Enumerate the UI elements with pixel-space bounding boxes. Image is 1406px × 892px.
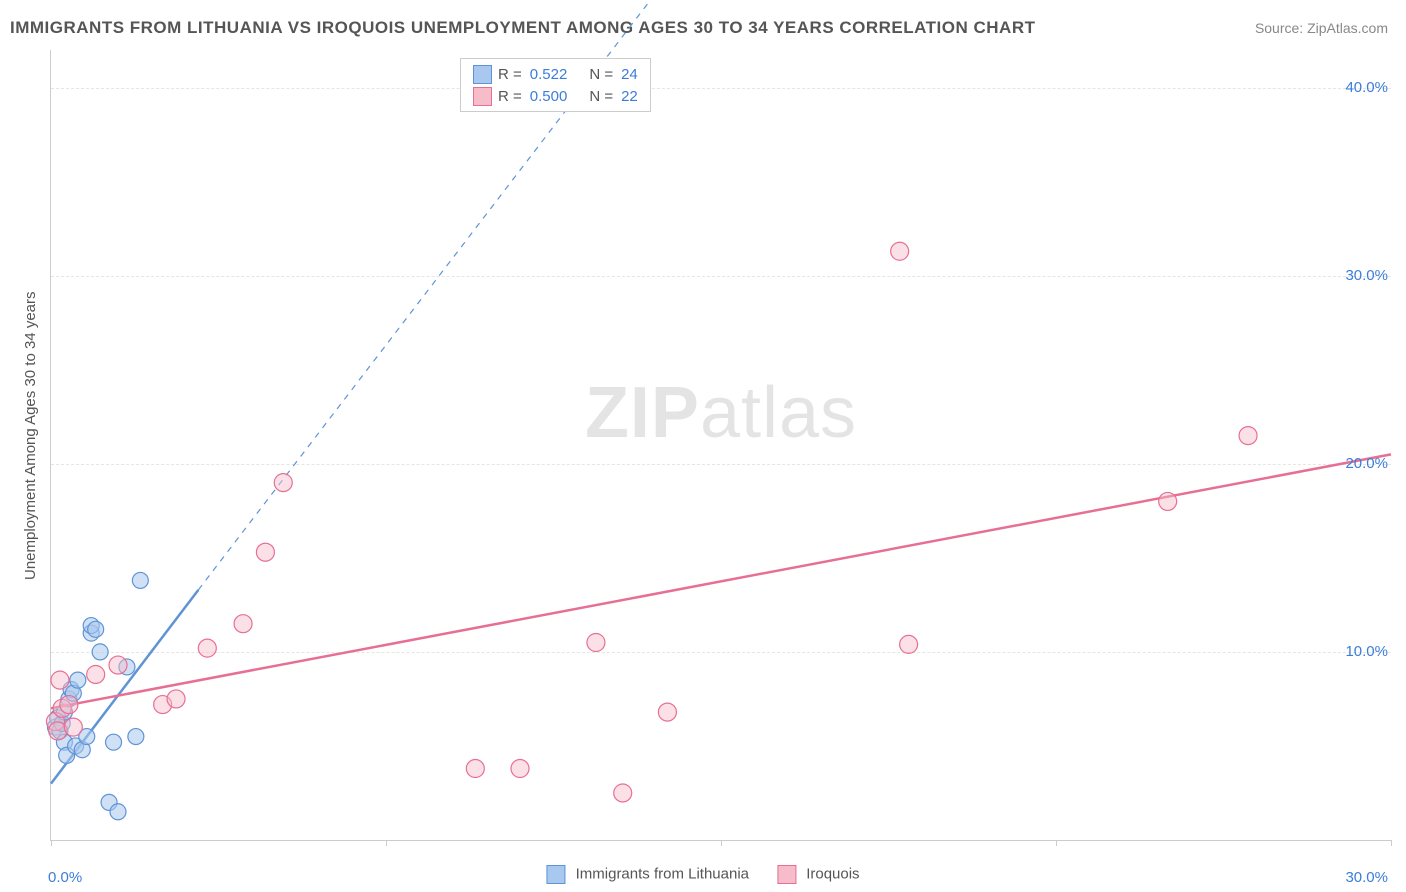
data-point xyxy=(891,242,909,260)
data-point xyxy=(110,804,126,820)
y-tick-label: 40.0% xyxy=(1345,79,1388,96)
chart-title: IMMIGRANTS FROM LITHUANIA VS IROQUOIS UN… xyxy=(10,18,1036,38)
data-point xyxy=(60,696,78,714)
data-point xyxy=(466,760,484,778)
swatch-icon xyxy=(473,65,492,84)
x-tick xyxy=(721,840,722,846)
data-point xyxy=(614,784,632,802)
legend-stats-row-lithuania: R = 0.522 N = 24 xyxy=(473,63,638,85)
data-point xyxy=(64,718,82,736)
x-tick xyxy=(1056,840,1057,846)
r-label: R = xyxy=(498,88,522,105)
legend-item-lithuania: Immigrants from Lithuania xyxy=(546,865,749,884)
source-label: Source: ZipAtlas.com xyxy=(1255,20,1388,36)
legend-stats-row-iroquois: R = 0.500 N = 22 xyxy=(473,85,638,107)
r-value: 0.500 xyxy=(530,88,568,105)
data-point xyxy=(92,644,108,660)
legend-series: Immigrants from Lithuania Iroquois xyxy=(546,865,859,884)
n-value: 22 xyxy=(621,88,638,105)
data-point xyxy=(1239,427,1257,445)
scatter-plot-svg xyxy=(51,50,1391,840)
data-point xyxy=(900,635,918,653)
data-point xyxy=(49,722,67,740)
legend-label: Immigrants from Lithuania xyxy=(576,865,749,882)
data-point xyxy=(128,729,144,745)
data-point xyxy=(106,734,122,750)
data-point xyxy=(87,665,105,683)
x-tick xyxy=(51,840,52,846)
legend-stats: R = 0.522 N = 24 R = 0.500 N = 22 xyxy=(460,58,651,112)
r-value: 0.522 xyxy=(530,66,568,83)
x-tick-label: 0.0% xyxy=(48,869,82,886)
x-tick xyxy=(386,840,387,846)
legend-item-iroquois: Iroquois xyxy=(777,865,860,884)
swatch-icon xyxy=(473,87,492,106)
data-point xyxy=(198,639,216,657)
n-value: 24 xyxy=(621,66,638,83)
data-point xyxy=(109,656,127,674)
n-label: N = xyxy=(589,88,613,105)
y-tick-label: 20.0% xyxy=(1345,455,1388,472)
data-point xyxy=(256,543,274,561)
swatch-icon xyxy=(546,865,565,884)
chart-plot-area: ZIPatlas xyxy=(50,50,1391,841)
swatch-icon xyxy=(777,865,796,884)
data-point xyxy=(132,572,148,588)
data-point xyxy=(234,615,252,633)
data-point xyxy=(51,671,69,689)
r-label: R = xyxy=(498,66,522,83)
y-tick-label: 10.0% xyxy=(1345,643,1388,660)
y-tick-label: 30.0% xyxy=(1345,267,1388,284)
data-point xyxy=(587,634,605,652)
x-tick xyxy=(1391,840,1392,846)
data-point xyxy=(167,690,185,708)
x-tick-label: 30.0% xyxy=(1345,869,1388,886)
data-point xyxy=(274,474,292,492)
data-point xyxy=(511,760,529,778)
y-axis-title: Unemployment Among Ages 30 to 34 years xyxy=(22,291,39,580)
data-point xyxy=(658,703,676,721)
data-point xyxy=(1159,492,1177,510)
legend-label: Iroquois xyxy=(806,865,859,882)
data-point xyxy=(88,621,104,637)
data-point xyxy=(70,672,86,688)
n-label: N = xyxy=(589,66,613,83)
